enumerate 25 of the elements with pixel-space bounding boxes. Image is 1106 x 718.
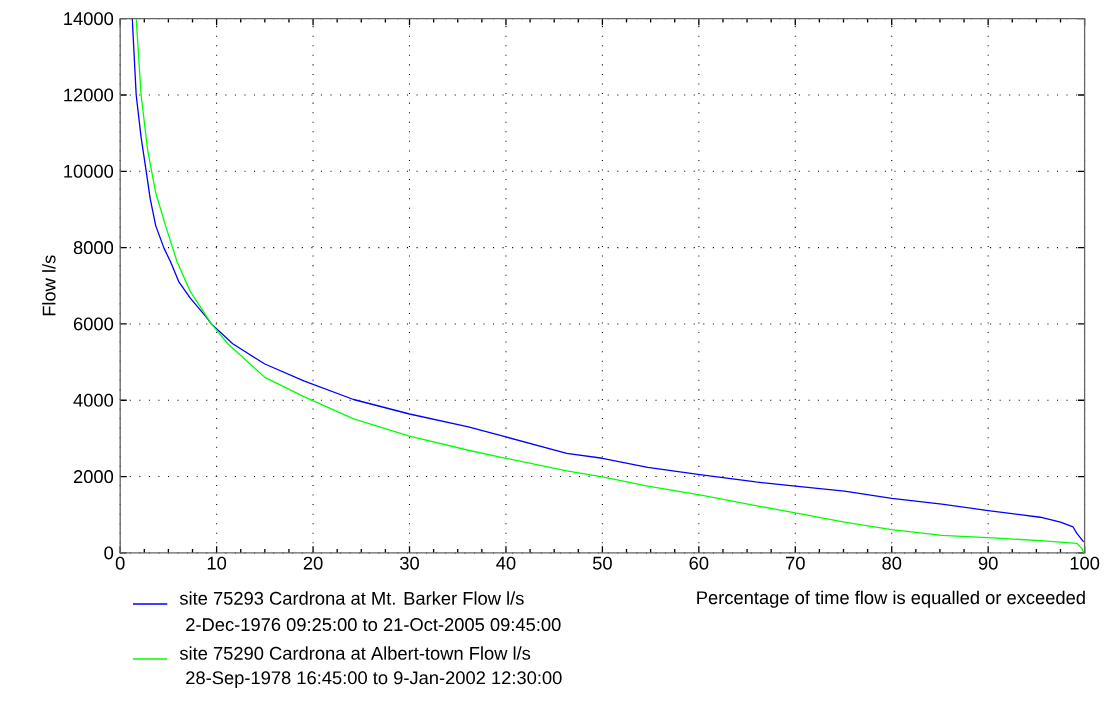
legend-label: site 75293 Cardrona at Mt. Barker Flow l/s bbox=[179, 591, 524, 605]
x-tick-label: 40 bbox=[496, 556, 516, 570]
x-tick-label: 70 bbox=[786, 556, 805, 570]
x-tick-label: 80 bbox=[882, 556, 902, 570]
x-tick-label: 60 bbox=[689, 556, 709, 570]
x-axis-title: Percentage of time flow is equalled or exceeded bbox=[697, 590, 1085, 608]
y-tick-label: 6000 bbox=[73, 317, 114, 331]
legend-label: site 75290 Cardrona at Albert-town Flow l/s bbox=[179, 646, 531, 660]
x-tick-label: 20 bbox=[303, 556, 323, 570]
y-axis-title: Flow l/s bbox=[42, 255, 56, 316]
x-tick-label: 0 bbox=[115, 556, 125, 570]
x-tick-label: 90 bbox=[978, 556, 998, 570]
y-tick-label: 12000 bbox=[64, 88, 114, 102]
x-tick-label: 10 bbox=[207, 556, 227, 570]
y-tick-label: 0 bbox=[104, 546, 114, 560]
y-tick-label: 14000 bbox=[64, 12, 114, 26]
y-tick-label: 10000 bbox=[64, 164, 114, 178]
x-tick-label: 50 bbox=[592, 556, 612, 570]
text: 2-Dec-1976 09:25:00 to 21-Oct-2005 09:45:00 bbox=[186, 618, 561, 632]
y-tick-label: 2000 bbox=[73, 470, 114, 484]
x-tick-label: 30 bbox=[400, 556, 419, 570]
x-tick-label: 100 bbox=[1070, 556, 1100, 570]
y-tick-label: 8000 bbox=[73, 241, 114, 255]
y-tick-label: 4000 bbox=[73, 393, 114, 407]
text: 28-Sep-1978 16:45:00 to 9-Jan-2002 12:30:00 bbox=[186, 671, 562, 688]
